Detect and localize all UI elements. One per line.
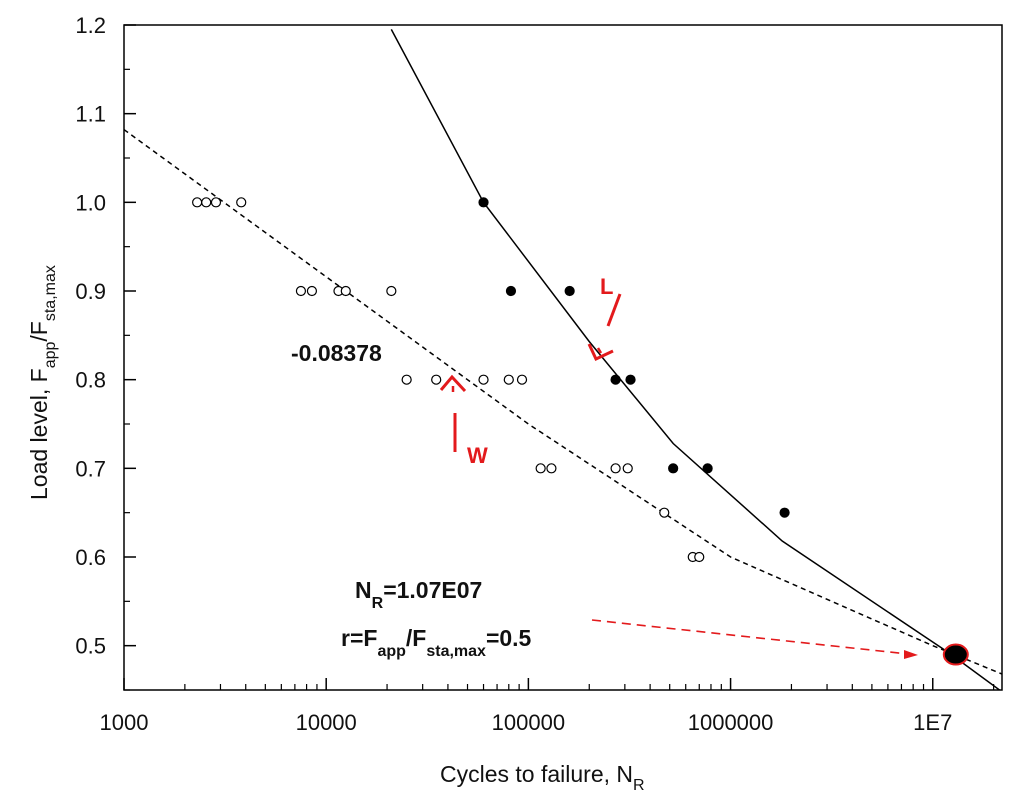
open-data-point — [386, 285, 397, 297]
y-tick-label: 0.8 — [75, 368, 106, 393]
y-tick-label: 0.7 — [75, 456, 106, 481]
open-data-point — [210, 197, 222, 208]
filled-data-point — [478, 197, 489, 208]
open-data-point — [306, 285, 318, 297]
open-data-point — [401, 374, 412, 385]
filled-data-point — [702, 463, 713, 474]
l-arrow — [587, 293, 622, 361]
lognormal-fit-line — [390, 29, 1001, 690]
x-tick-label: 1000 — [100, 710, 149, 735]
data-points — [192, 197, 969, 666]
open-data-point — [295, 285, 307, 297]
label-w: W — [467, 443, 488, 468]
w-arrow — [439, 374, 467, 452]
open-data-point — [516, 374, 528, 385]
open-data-point — [431, 374, 442, 385]
open-data-point — [503, 374, 514, 385]
plot-frame — [123, 24, 1003, 691]
x-tick-label: 1E7 — [913, 710, 952, 735]
filled-data-point — [625, 374, 636, 385]
endpoint-marker — [942, 643, 969, 666]
slope-label: -0.08378 — [291, 340, 382, 366]
filled-data-point — [505, 285, 517, 297]
open-data-point — [478, 374, 489, 385]
x-tick-label: 10000 — [296, 710, 357, 735]
y-tick-label: 1.0 — [75, 190, 106, 215]
weibull-fit-line — [124, 128, 1002, 675]
open-data-point — [192, 197, 203, 208]
fit-lines — [124, 29, 1002, 690]
filled-data-point — [668, 463, 679, 474]
y-tick-label: 1.2 — [75, 13, 106, 38]
open-data-point — [546, 463, 557, 474]
open-data-point — [201, 197, 212, 208]
open-data-point — [622, 463, 633, 474]
open-data-point — [535, 463, 546, 474]
ratio-label: r=Fapp/Fsta,max=0.5 — [341, 625, 532, 660]
open-data-point — [659, 507, 670, 518]
endpoint-arrow — [591, 619, 918, 659]
open-data-point — [610, 463, 621, 474]
open-data-point — [694, 551, 705, 563]
open-data-point — [340, 285, 351, 297]
filled-data-point — [779, 507, 790, 518]
y-tick-label: 1.1 — [75, 102, 106, 127]
label-l: L — [600, 274, 613, 299]
y-tick-label: 0.6 — [75, 545, 106, 570]
nr-label: NR=1.07E07 — [355, 577, 482, 612]
x-axis-title: Cycles to failure, NR — [440, 761, 645, 794]
x-tick-label: 1000000 — [688, 710, 774, 735]
x-tick-label: 100000 — [492, 710, 565, 735]
open-data-point — [236, 197, 247, 208]
y-tick-label: 0.5 — [75, 634, 106, 659]
y-axis-title: Load level, Fapp/Fsta,max — [26, 265, 59, 500]
axis-ticks — [123, 24, 995, 691]
y-tick-label: 0.9 — [75, 279, 106, 304]
filled-data-point — [564, 285, 575, 297]
tick-labels: 1000 10000 100000 1000000 1E7 0.5 0.6 0.7 0.8 0.9… — [75, 13, 952, 735]
annotations: -0.08378 NR=1.07E07 r=Fapp/Fsta,max=0.5 … — [291, 274, 918, 660]
filled-data-point — [610, 374, 621, 385]
